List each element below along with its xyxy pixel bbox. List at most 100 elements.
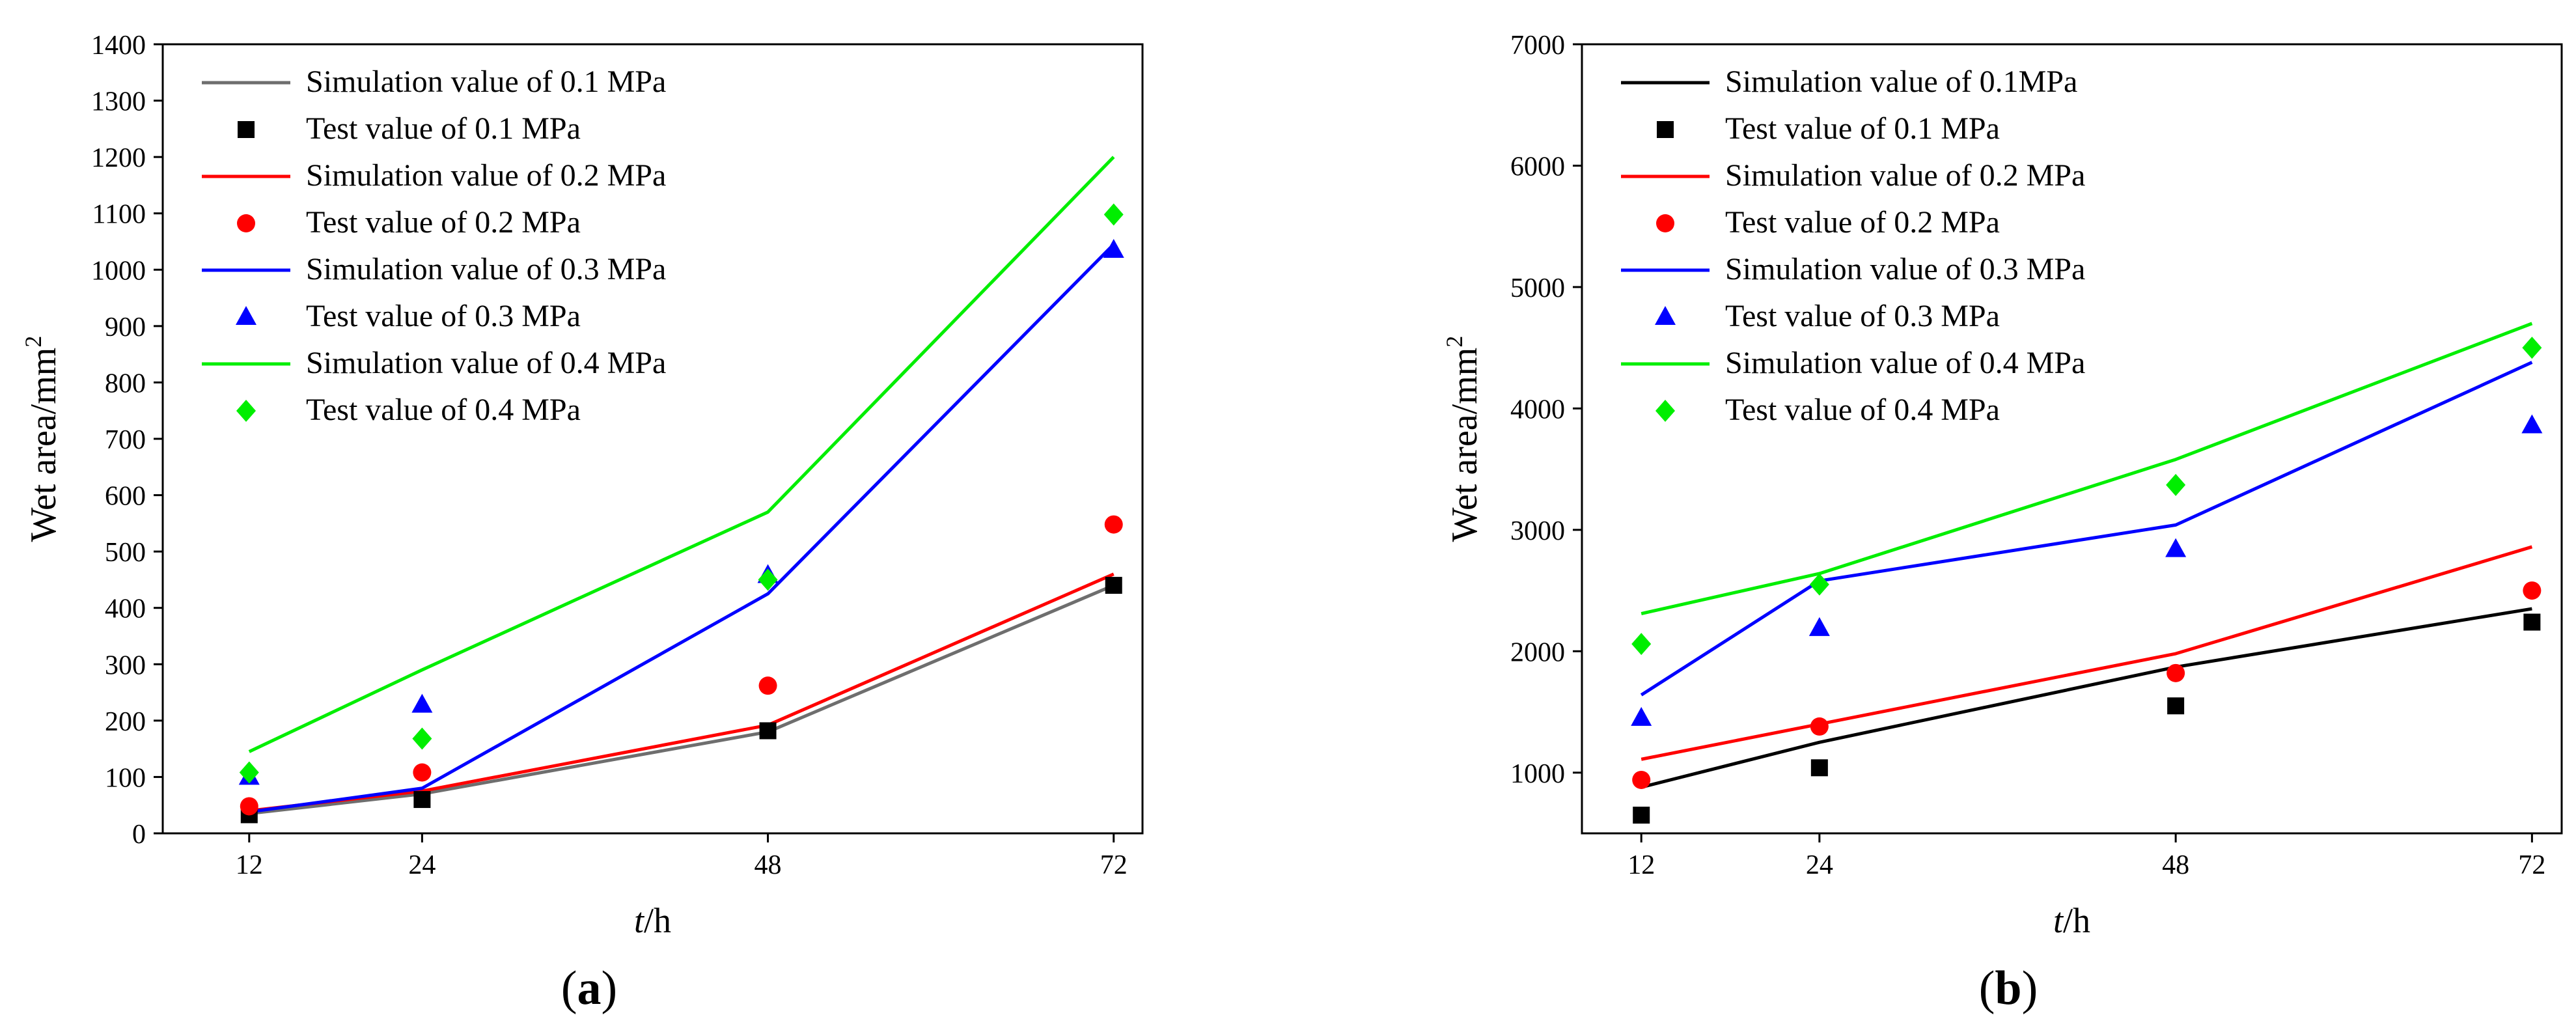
legend-label: Simulation value of 0.4 MPa (306, 346, 666, 380)
data-point-test-value-of-0-4-mpa (2522, 337, 2542, 359)
series-line-simulation-value-of-0-2-mpa (249, 572, 1115, 813)
y-tick-label: 7000 (1510, 31, 1565, 61)
y-tick-label: 300 (105, 650, 146, 680)
data-point-test-value-of-0-2-mpa (1104, 515, 1123, 534)
legend-label: Simulation value of 0.2 MPa (1725, 158, 2085, 193)
data-point-test-value-of-0-4-mpa (239, 761, 259, 784)
series-line-simulation-value-of-0-4-mpa (248, 156, 1115, 753)
y-axis-label-superscript: 2 (20, 336, 46, 348)
y-tick-label: 2000 (1510, 637, 1565, 667)
y-tick-label: 700 (105, 425, 146, 455)
data-point-test-value-of-0-2-mpa (758, 676, 777, 695)
y-tick-label: 6000 (1510, 152, 1565, 182)
legend-label: Test value of 0.2 MPa (1725, 205, 2000, 240)
y-tick-label: 4000 (1510, 395, 1565, 424)
x-axis-label-variable: t (634, 901, 645, 940)
y-tick-label: 1400 (91, 31, 146, 61)
legend-label: Test value of 0.2 MPa (306, 205, 581, 240)
legend-marker-test-value-of-0-3-mpa (236, 306, 256, 325)
data-point-test-value-of-0-4-mpa (1809, 573, 1829, 596)
x-axis-label: t/h (634, 901, 671, 940)
data-point-test-value-of-0-3-mpa (2165, 538, 2187, 557)
series-line-simulation-value-of-0-3-mpa (249, 243, 1115, 814)
panel-label-open-paren: ( (1979, 962, 1995, 1015)
x-tick-label: 48 (2162, 850, 2189, 880)
y-tick-label: 1100 (92, 200, 146, 230)
legend-label: Simulation value of 0.4 MPa (1725, 346, 2085, 380)
data-point-test-value-of-0-2-mpa (1810, 717, 1829, 736)
legend-label: Test value of 0.4 MPa (1725, 393, 2000, 427)
data-point-test-value-of-0-3-mpa (1631, 706, 1652, 726)
panel-label-letter: b (1995, 962, 2021, 1015)
y-axis-label-text: Wet area/mm (23, 348, 64, 542)
panel-label-letter: a (577, 962, 602, 1015)
y-tick-label: 900 (105, 313, 146, 342)
y-tick-label: 1200 (91, 143, 146, 173)
data-point-test-value-of-0-2-mpa (2167, 663, 2185, 682)
plot-frame (1581, 43, 2563, 835)
legend-marker-test-value-of-0-4-mpa (1655, 400, 1675, 422)
legend-label: Test value of 0.1 MPa (1725, 111, 2000, 146)
data-point-test-value-of-0-2-mpa (1632, 770, 1651, 789)
data-point-test-value-of-0-4-mpa (1103, 203, 1124, 226)
y-axis-label: Wet area/mm2 (1441, 336, 1485, 542)
series-line-simulation-value-of-0-4-mpa (1641, 322, 2533, 615)
legend-marker-test-value-of-0-1-mpa (1657, 121, 1674, 138)
y-tick-label: 1000 (91, 256, 146, 286)
data-point-test-value-of-0-4-mpa (2166, 473, 2186, 496)
data-point-test-value-of-0-1-mpa (2167, 697, 2185, 715)
legend-label: Test value of 0.3 MPa (306, 299, 581, 333)
legend-label: Test value of 0.4 MPa (306, 393, 581, 427)
legend-marker-test-value-of-0-2-mpa (1656, 214, 1674, 232)
legend: Simulation value of 0.1 MPa Test value of… (202, 64, 666, 427)
series-line-simulation-value-of-0-3-mpa (1640, 361, 2533, 697)
chart-panel-a: 0 100 200 300 400 500 600 700 800 900 1000 1100 1200… (20, 31, 1144, 940)
y-tick-label: 500 (105, 538, 146, 568)
legend-label: Simulation value of 0.2 MPa (306, 158, 666, 193)
data-point-test-value-of-0-3-mpa (1808, 617, 1830, 636)
legend-label: Test value of 0.1 MPa (306, 111, 581, 146)
y-tick-label: 800 (105, 368, 146, 398)
y-axis-label-text: Wet area/mm (1445, 348, 1485, 542)
x-tick-label: 24 (1806, 850, 1833, 880)
x-axis-label-variable: t (2053, 901, 2064, 940)
series-line-simulation-value-of-0-2-mpa (1641, 545, 2533, 761)
y-tick-label: 3000 (1510, 516, 1565, 546)
data-point-test-value-of-0-1-mpa (2523, 613, 2541, 631)
data-point-test-value-of-0-1-mpa (1810, 759, 1828, 777)
x-axis-label: t/h (2053, 901, 2090, 940)
legend-marker-test-value-of-0-4-mpa (236, 400, 256, 422)
legend-label: Simulation value of 0.1 MPa (306, 64, 666, 99)
x-tick-label: 24 (408, 850, 436, 880)
legend-label: Simulation value of 0.3 MPa (1725, 252, 2085, 286)
y-tick-label: 600 (105, 482, 146, 512)
y-tick-label: 0 (132, 820, 146, 850)
y-tick-label: 100 (105, 763, 146, 793)
y-tick-label: 5000 (1510, 273, 1565, 303)
x-tick-label: 12 (236, 850, 263, 880)
y-tick-label: 1000 (1510, 759, 1565, 789)
y-axis-label-superscript: 2 (1441, 336, 1467, 348)
legend-marker-test-value-of-0-3-mpa (1655, 306, 1676, 325)
data-point-test-value-of-0-2-mpa (413, 763, 432, 782)
legend-label: Test value of 0.3 MPa (1725, 299, 2000, 333)
data-point-test-value-of-0-2-mpa (240, 797, 258, 816)
data-point-test-value-of-0-1-mpa (1105, 577, 1122, 594)
data-point-test-value-of-0-1-mpa (413, 791, 431, 809)
data-point-test-value-of-0-4-mpa (1631, 633, 1652, 656)
x-tick-label: 72 (2518, 850, 2545, 880)
data-point-test-value-of-0-3-mpa (2521, 414, 2543, 434)
chart-panel-b: 1000 2000 3000 4000 5000 6000 7000 12 24 48 72 t/h W… (1441, 31, 2563, 940)
y-tick-label: 1300 (91, 87, 146, 117)
data-point-test-value-of-0-4-mpa (758, 568, 778, 591)
data-point-test-value-of-0-3-mpa (411, 693, 433, 713)
panel-label-close-paren: ) (602, 962, 618, 1015)
y-tick-label: 400 (105, 594, 146, 624)
legend-label: Simulation value of 0.3 MPa (306, 252, 666, 286)
panel-label-a: (a) (561, 962, 617, 1015)
legend: Simulation value of 0.1MPa Test value of … (1621, 64, 2085, 427)
panel-label-open-paren: ( (561, 962, 577, 1015)
x-tick-label: 48 (755, 850, 782, 880)
x-axis-label-unit: /h (644, 901, 671, 940)
